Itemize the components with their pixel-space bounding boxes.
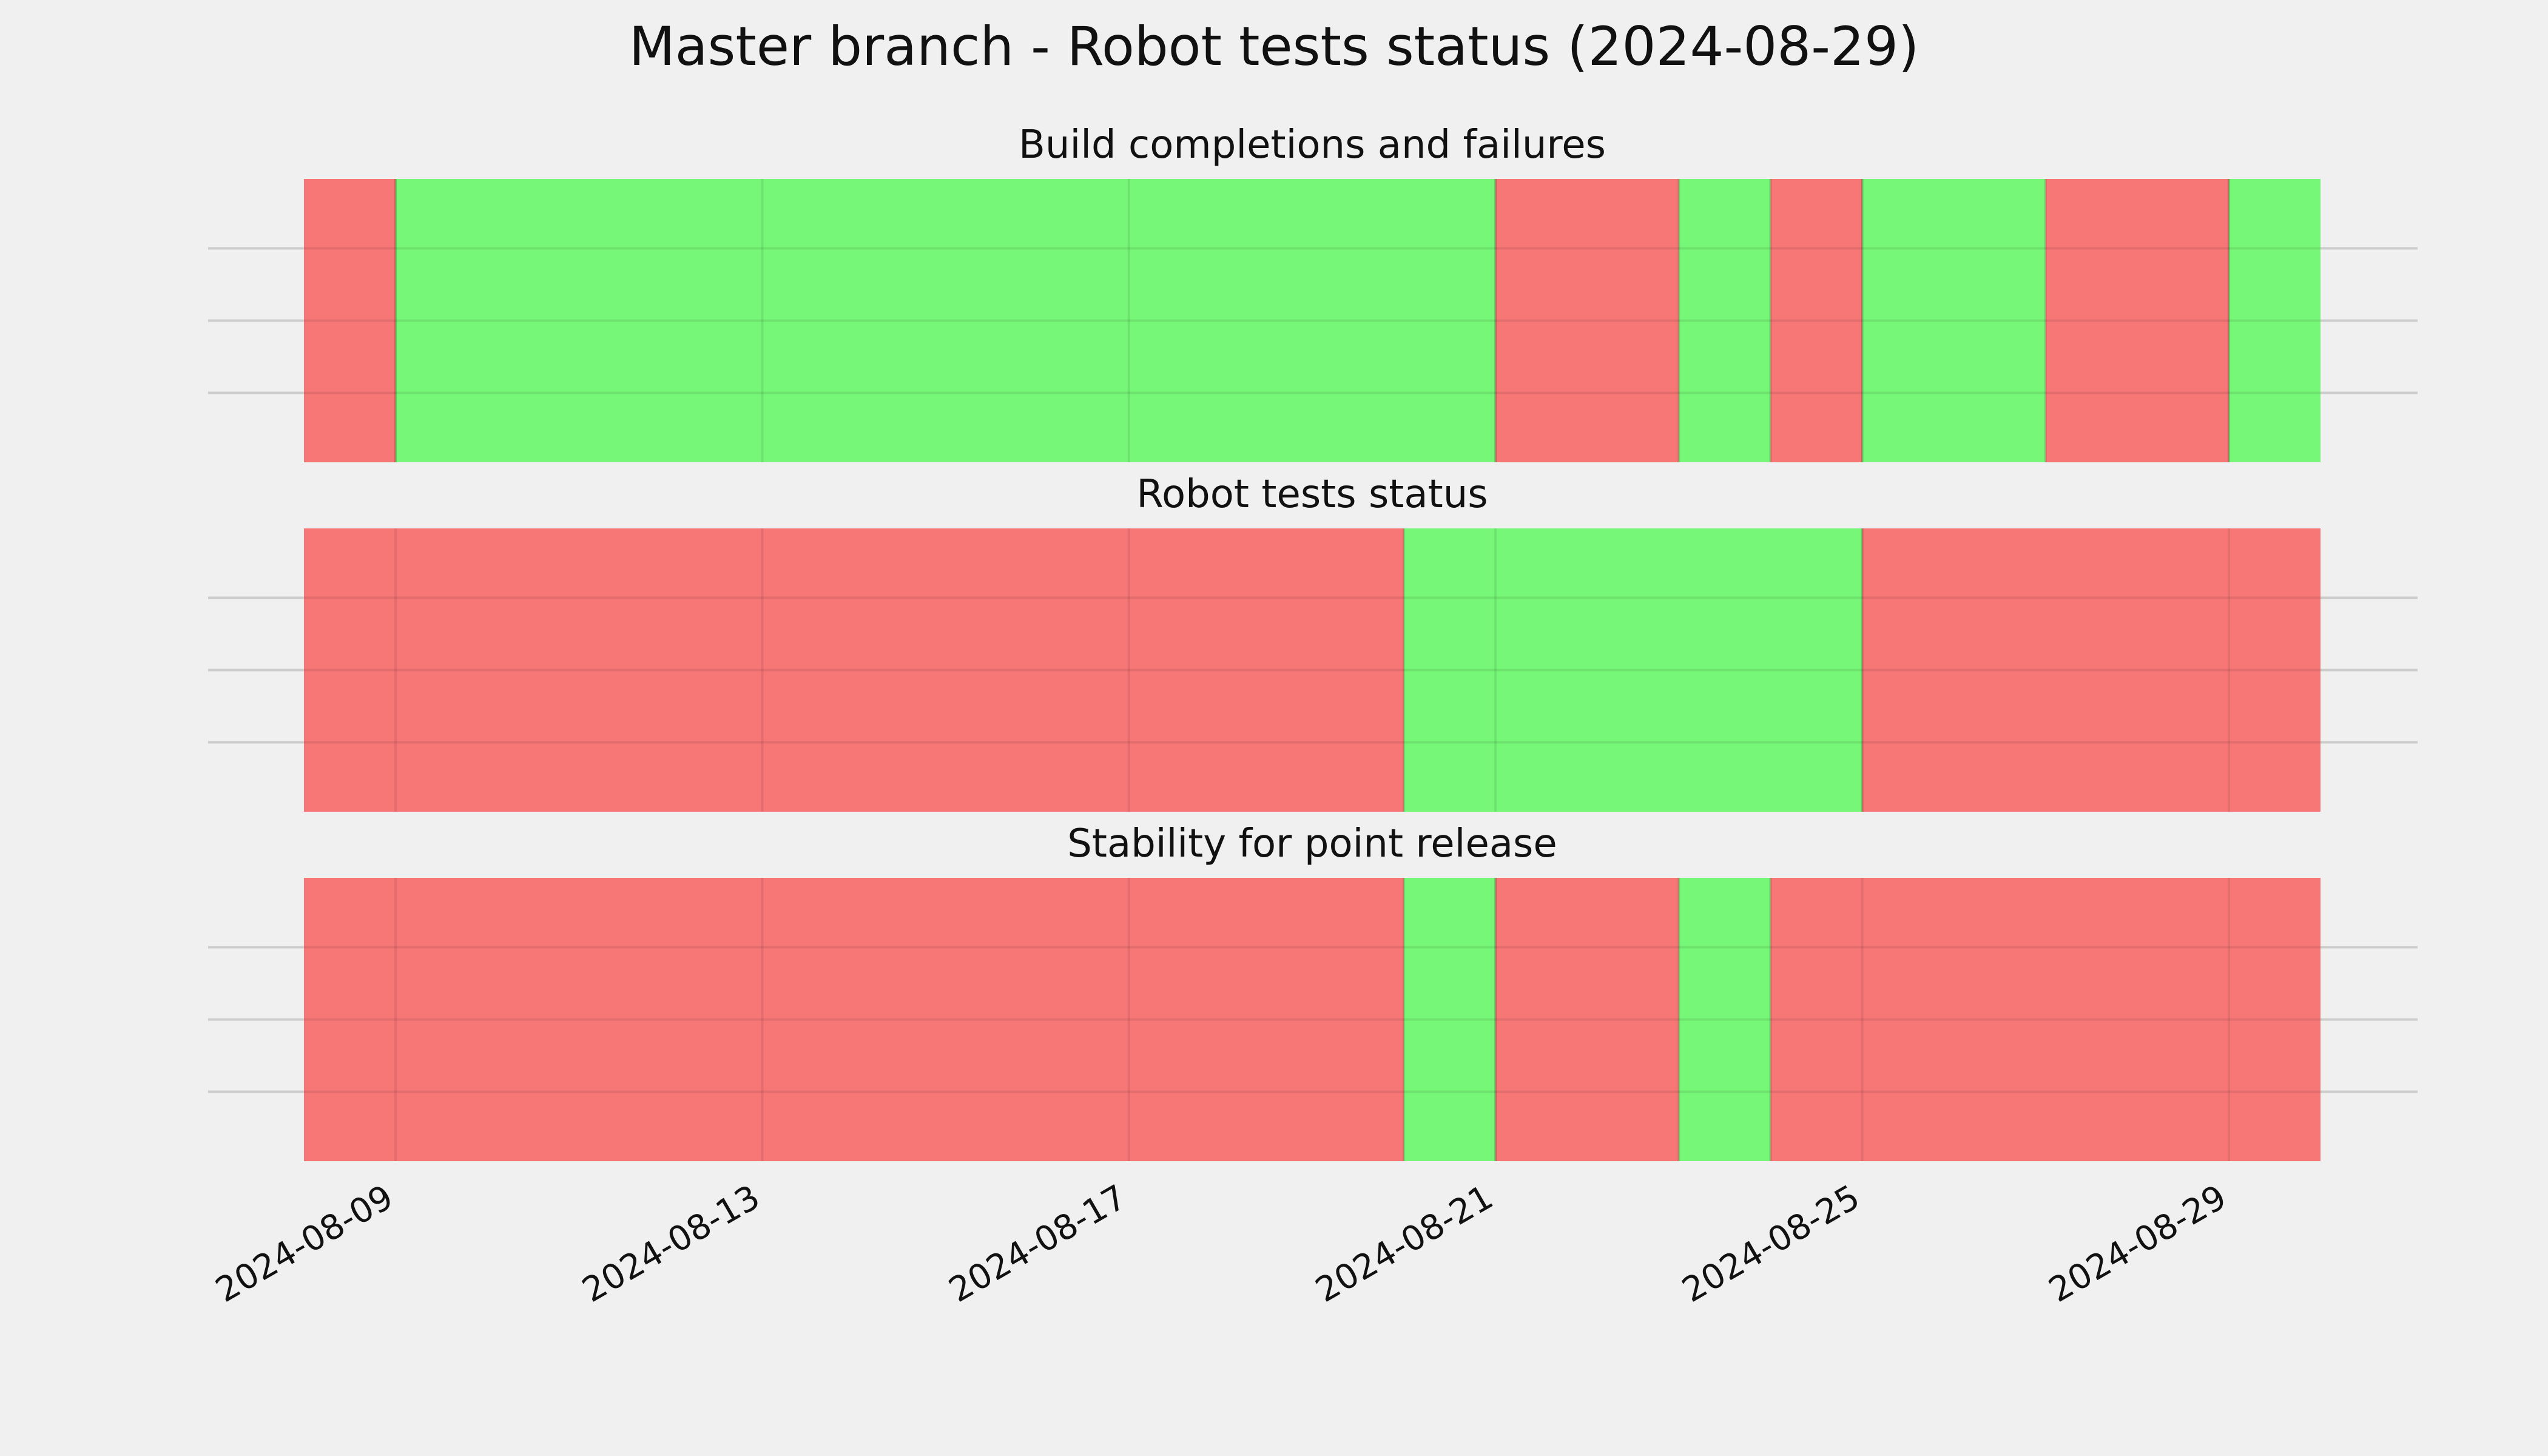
status-segment-pass (1404, 528, 1862, 812)
chart-title: Master branch - Robot tests status (2024… (629, 15, 1919, 78)
status-segment-fail (1862, 528, 2320, 812)
panel-2: Robot tests status (208, 472, 2418, 812)
status-segment-fail (304, 528, 1404, 812)
status-segment-pass (1862, 179, 2046, 462)
status-segment-pass (1679, 179, 1771, 462)
panel-1: Build completions and failures (208, 123, 2418, 462)
status-segment-pass (396, 179, 1496, 462)
panel-title: Build completions and failures (1019, 123, 1606, 167)
status-segment-fail (1770, 878, 2320, 1161)
status-segment-fail (1495, 179, 1679, 462)
panels-group: Build completions and failures Robot test… (208, 123, 2418, 1161)
status-segment-fail (304, 878, 1404, 1161)
panel-title: Robot tests status (1136, 472, 1488, 517)
status-segment-fail (1770, 179, 1862, 462)
status-segment-fail (2045, 179, 2229, 462)
panel-3: Stability for point release (208, 821, 2418, 1161)
status-segment-fail (304, 179, 396, 462)
status-segment-fail (1495, 878, 1679, 1161)
status-segment-pass (1679, 878, 1771, 1161)
status-segment-pass (1404, 878, 1496, 1161)
panel-title: Stability for point release (1067, 821, 1557, 866)
status-segment-pass (2228, 179, 2320, 462)
